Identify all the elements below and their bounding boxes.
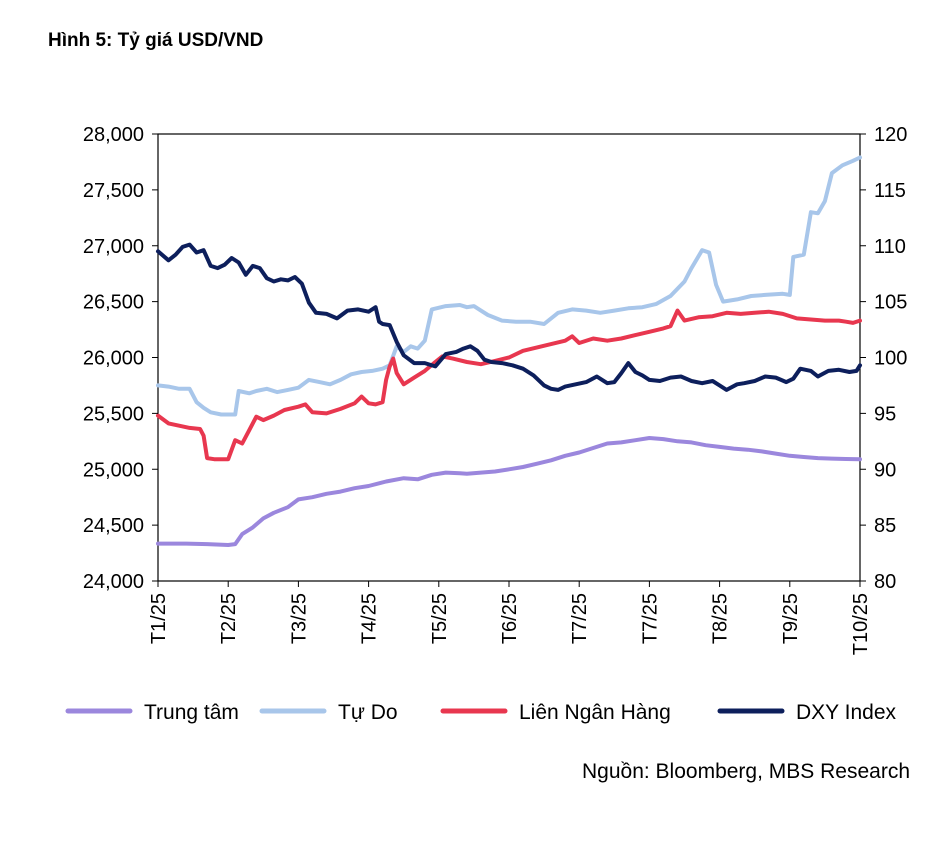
figure-title-text: Tỷ giá USD/VND [117,30,264,51]
figure-title: Hình 5: Tỷ giá USD/VND [48,30,263,52]
x-axis-ticks: T1/25 T2/25 T3/25 T4/25 T5/25 T6/25 T7/25 T7/25… [148,581,872,655]
x-tick-label: T7/25 [569,593,591,644]
right-tick-label: 115 [874,180,906,202]
figure-label: Hình 5: [48,30,113,51]
right-tick-label: 105 [874,292,907,314]
x-tick-label: T8/25 [710,593,732,644]
x-tick-label: T6/25 [499,593,521,644]
left-tick-label: 27,000 [83,236,144,258]
x-tick-label: T4/25 [359,593,381,644]
legend: Trung tâm Tự Do Liên Ngân Hàng DXY Index [65,701,897,724]
right-axis-ticks: 80 85 90 95 100 105 110 115 120 [860,124,907,593]
right-tick-label: 80 [874,571,896,593]
legend-label: Liên Ngân Hàng [519,701,671,724]
left-tick-label: 26,000 [83,348,144,370]
x-tick-label: T1/25 [148,593,170,644]
series-line-dxy-index [156,242,862,392]
right-tick-label: 110 [874,236,906,258]
x-tick-label: T3/25 [288,593,310,644]
series-line-trung-tâm [156,436,862,547]
left-tick-label: 24,500 [83,515,144,537]
source-note: Nguồn: Bloomberg, MBS Research [582,760,910,783]
series-lines [156,155,862,547]
x-tick-label: T9/25 [780,593,802,644]
left-tick-label: 28,000 [83,124,144,146]
right-tick-label: 120 [874,124,907,146]
legend-label: Tự Do [338,701,398,724]
right-tick-label: 100 [874,348,907,370]
right-tick-label: 95 [874,403,896,425]
legend-label: Trung tâm [144,701,239,724]
left-tick-label: 24,000 [83,571,144,593]
legend-label: DXY Index [796,701,897,724]
right-tick-label: 85 [874,515,896,537]
right-tick-label: 90 [874,459,896,481]
left-tick-label: 26,500 [83,292,144,314]
x-tick-label: T10/25 [850,593,872,655]
series-line-tự-do [156,155,862,417]
left-tick-label: 25,000 [83,459,144,481]
x-tick-label: T7/25 [639,593,661,644]
left-tick-label: 27,500 [83,180,144,202]
x-tick-label: T5/25 [429,593,451,644]
series-line-liên-ngân-hàng [156,308,862,462]
left-axis-ticks: 24,000 24,500 25,000 25,500 26,000 26,500 27,0… [83,124,158,593]
x-tick-label: T2/25 [218,593,240,644]
left-tick-label: 25,500 [83,403,144,425]
